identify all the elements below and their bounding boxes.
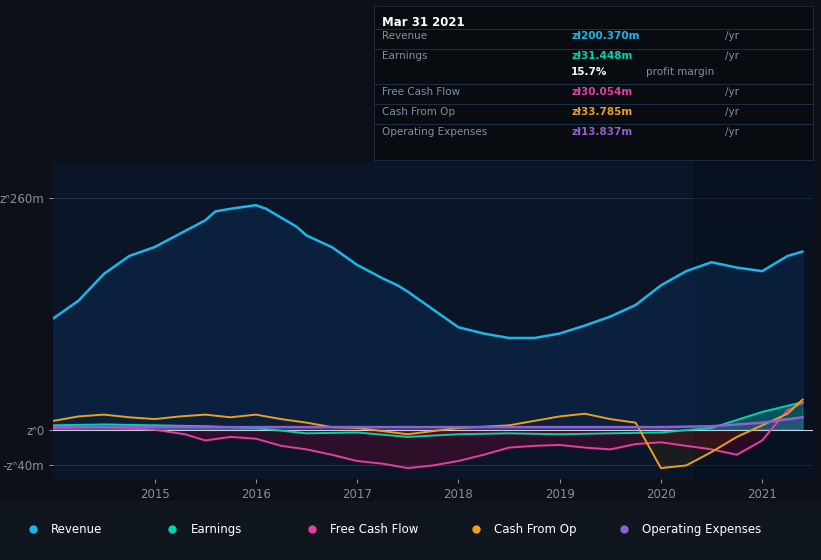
Text: zł31.448m: zł31.448m bbox=[571, 52, 633, 62]
Text: zł13.837m: zł13.837m bbox=[571, 127, 632, 137]
Text: Revenue: Revenue bbox=[51, 523, 103, 536]
Text: Free Cash Flow: Free Cash Flow bbox=[330, 523, 419, 536]
Text: profit margin: profit margin bbox=[646, 67, 714, 77]
Text: 15.7%: 15.7% bbox=[571, 67, 608, 77]
Text: Mar 31 2021: Mar 31 2021 bbox=[383, 16, 465, 29]
Text: /yr: /yr bbox=[725, 127, 739, 137]
Text: Cash From Op: Cash From Op bbox=[383, 107, 456, 117]
Text: Earnings: Earnings bbox=[383, 52, 428, 62]
Text: /yr: /yr bbox=[725, 87, 739, 97]
Text: Operating Expenses: Operating Expenses bbox=[642, 523, 761, 536]
Text: Cash From Op: Cash From Op bbox=[494, 523, 576, 536]
Text: Operating Expenses: Operating Expenses bbox=[383, 127, 488, 137]
Text: Free Cash Flow: Free Cash Flow bbox=[383, 87, 461, 97]
Text: /yr: /yr bbox=[725, 52, 739, 62]
Bar bbox=[695, 162, 813, 479]
Text: /yr: /yr bbox=[725, 31, 739, 41]
Text: Earnings: Earnings bbox=[190, 523, 242, 536]
Text: zł200.370m: zł200.370m bbox=[571, 31, 640, 41]
Text: zł30.054m: zł30.054m bbox=[571, 87, 632, 97]
Text: /yr: /yr bbox=[725, 107, 739, 117]
Text: Revenue: Revenue bbox=[383, 31, 428, 41]
Text: zł33.785m: zł33.785m bbox=[571, 107, 632, 117]
